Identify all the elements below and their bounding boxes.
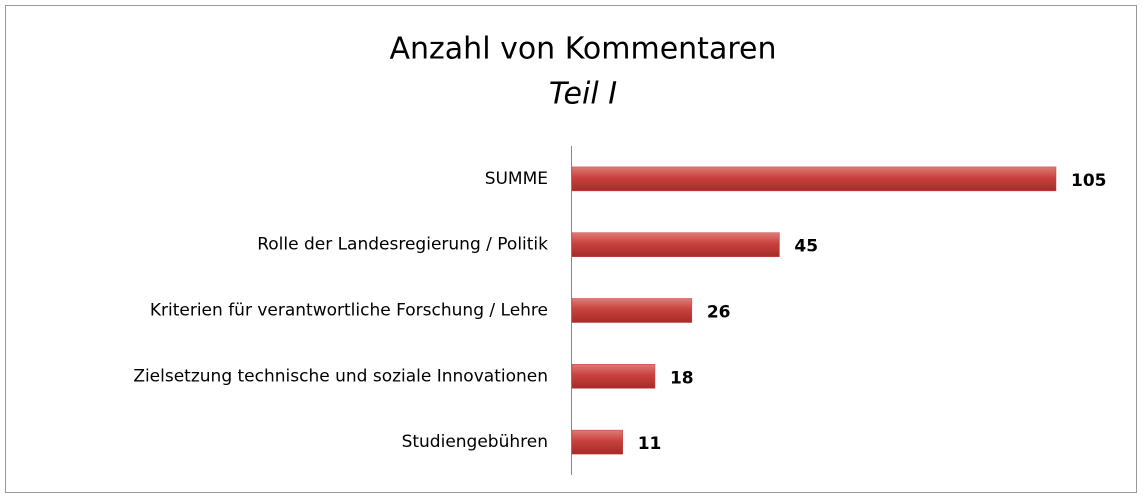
data-label: 18: [670, 368, 694, 388]
category-label: Rolle der Landesregierung / Politik: [257, 235, 548, 255]
bar: [571, 232, 780, 257]
category-label: Studiengebühren: [402, 432, 548, 452]
bar: [571, 429, 623, 455]
chart-title: Anzahl von Kommentaren: [390, 32, 777, 67]
bar: [571, 298, 693, 323]
chart-subtitle: Teil I: [549, 77, 617, 112]
data-label: 45: [794, 237, 818, 257]
data-label: 26: [707, 303, 731, 323]
bar: [571, 364, 656, 389]
category-label: Kriterien für verantwortliche Forschung …: [150, 301, 548, 321]
bar: [571, 166, 1057, 192]
data-label: 105: [1071, 171, 1107, 191]
category-label: SUMME: [485, 169, 548, 189]
category-label: Zielsetzung technische und soziale Innov…: [133, 366, 548, 386]
data-label: 11: [638, 434, 662, 454]
